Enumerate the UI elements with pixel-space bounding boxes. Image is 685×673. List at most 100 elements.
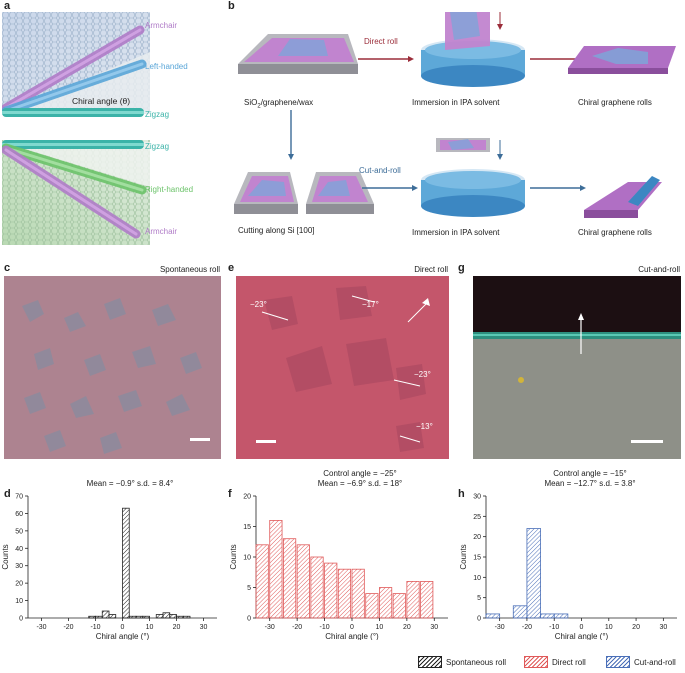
y-tick-label: 0 — [19, 616, 23, 623]
y-tick-label: 40 — [15, 546, 23, 553]
panel-letter-g: g — [458, 262, 465, 274]
bar-13 — [169, 614, 177, 619]
y-axis-label: Counts — [229, 544, 238, 569]
chart-f-title-2: Mean = −6.9° s.d. = 18° — [317, 479, 403, 488]
chart-f-title-1: Control angle = −25° — [323, 469, 397, 478]
chart-h-title-2: Mean = −12.7° s.d. = 3.8° — [544, 479, 636, 488]
cut-wafer-pieces — [234, 172, 374, 214]
x-tick-label: -30 — [265, 624, 275, 631]
bar-4 — [540, 613, 555, 619]
process-diagram — [234, 0, 676, 218]
micrograph-cut-and-roll — [473, 276, 681, 459]
chart-h-title-1: Control angle = −15° — [553, 469, 627, 478]
x-tick-label: 20 — [632, 624, 640, 631]
legend-label-direct: Direct roll — [552, 657, 586, 667]
micrograph-direct-roll — [236, 276, 449, 459]
scale-bar-e — [256, 440, 276, 443]
y-tick-label: 25 — [473, 514, 481, 521]
y-tick-label: 20 — [15, 581, 23, 588]
x-tick-label: 10 — [376, 624, 384, 631]
label-substrate: SiO2/graphene/wax — [244, 98, 314, 110]
bar-5 — [324, 562, 338, 619]
panel-letter-c: c — [4, 262, 11, 274]
x-tick-label: 30 — [659, 624, 667, 631]
label-armchair-top: Armchair — [145, 21, 178, 30]
lattice-figure — [1, 12, 150, 245]
x-axis-label: Chiral angle (°) — [325, 632, 379, 640]
bar-9 — [379, 587, 393, 619]
y-tick-label: 15 — [473, 555, 481, 562]
panel-a-schematic — [1, 12, 150, 245]
histogram-cut-and-roll: -30 -20 -10 0 10 20 30 0 5 10 15 20 25 30 Chiral angle… — [459, 494, 677, 640]
x-tick-label: -10 — [549, 624, 559, 631]
y-tick-label: 10 — [15, 598, 23, 605]
label-cut-and-roll: Cut-and-roll — [359, 166, 401, 175]
substrate-wafer-top — [238, 34, 358, 74]
bar-2 — [512, 605, 528, 619]
bar-2 — [95, 615, 103, 619]
bar-0 — [485, 613, 501, 619]
x-tick-label: 0 — [580, 624, 584, 631]
y-tick-label: 0 — [477, 616, 481, 623]
micrograph-e-image — [236, 276, 449, 459]
label-immersion-bottom: Immersion in IPA solvent — [412, 228, 500, 237]
bar-14 — [176, 615, 184, 619]
legend-spontaneous: Spontaneous roll — [418, 656, 506, 668]
x-tick-label: -10 — [90, 624, 100, 631]
ipa-dish-bottom — [421, 138, 525, 217]
angle-label-e-2: −17° — [362, 300, 379, 309]
y-tick-label: 30 — [473, 494, 481, 501]
y-tick-label: 30 — [15, 563, 23, 570]
y-tick-label: 70 — [15, 494, 23, 501]
x-tick-label: 20 — [403, 624, 411, 631]
legend-swatch-spontaneous — [418, 656, 442, 668]
scale-bar-c — [190, 438, 210, 441]
graphene-roll-bottom — [584, 176, 662, 218]
bar-9 — [142, 615, 150, 619]
micrograph-c-image — [4, 276, 221, 459]
y-tick-label: 10 — [473, 575, 481, 582]
x-axis-label: Chiral angle (°) — [555, 632, 609, 640]
bar-8 — [135, 615, 144, 619]
y-tick-label: 0 — [247, 616, 251, 623]
x-tick-label: 30 — [430, 624, 438, 631]
x-tick-label: 30 — [200, 624, 208, 631]
label-right-handed: Right-handed — [145, 185, 194, 194]
bar-8 — [365, 593, 379, 619]
y-tick-label: 50 — [15, 528, 23, 535]
angle-label-e-3: −23° — [414, 370, 431, 379]
y-tick-label: 20 — [243, 494, 251, 501]
bar-4 — [310, 556, 324, 619]
bar-11 — [406, 581, 420, 619]
panel-b-schematic — [228, 0, 683, 250]
legend-swatch-direct — [524, 656, 548, 668]
bar-3 — [101, 610, 110, 619]
bar-3 — [296, 544, 310, 619]
y-axis-label: Counts — [1, 544, 10, 569]
bar-10 — [392, 593, 406, 619]
title-micrograph-c: Spontaneous roll — [159, 265, 220, 274]
micrograph-g-image — [473, 276, 681, 459]
y-tick-label: 20 — [473, 534, 481, 541]
label-zigzag-top: Zigzag — [145, 110, 170, 119]
panel-letter-e: e — [228, 262, 235, 274]
ipa-dish-top — [421, 0, 525, 87]
bar-12 — [420, 581, 434, 619]
graphene-roll-top — [568, 46, 676, 74]
label-immersion-top: Immersion in IPA solvent — [412, 98, 500, 107]
bar-0 — [255, 544, 269, 619]
label-cutting: Cutting along Si [100] — [238, 226, 315, 235]
x-tick-label: -20 — [63, 624, 73, 631]
bar-3 — [526, 528, 541, 619]
micrograph-spontaneous-roll — [4, 276, 221, 459]
y-tick-label: 5 — [477, 595, 481, 602]
bar-2 — [283, 538, 297, 619]
label-chiral-angle: Chiral angle (θ) — [72, 96, 131, 106]
y-tick-label: 60 — [15, 511, 23, 518]
label-rolls-bottom: Chiral graphene rolls — [578, 228, 652, 237]
bar-12 — [162, 612, 171, 619]
x-tick-label: -30 — [495, 624, 505, 631]
x-tick-label: 10 — [146, 624, 154, 631]
scale-bar-g — [631, 440, 663, 443]
x-tick-label: 20 — [173, 624, 181, 631]
